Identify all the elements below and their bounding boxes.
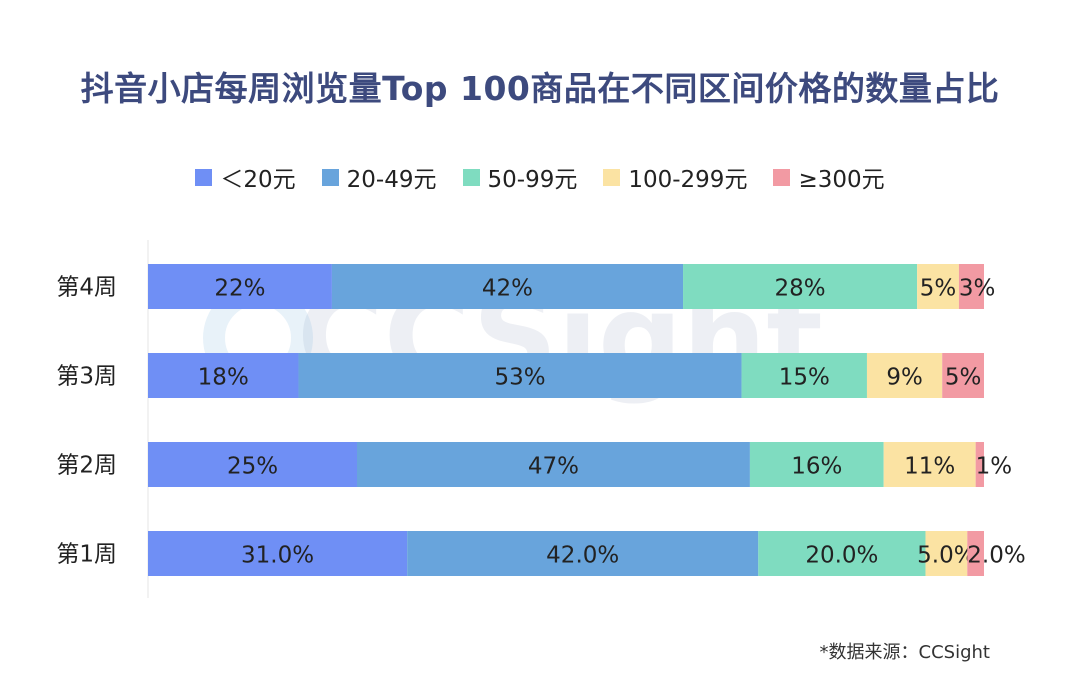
data-label: 5.0% — [917, 543, 975, 569]
data-label: 42.0% — [546, 543, 619, 569]
legend-item-3: 100-299元 — [603, 160, 747, 194]
bar-segment — [148, 264, 332, 309]
bar-segment — [925, 531, 968, 576]
data-label: 5% — [945, 365, 982, 391]
legend-swatch — [773, 168, 791, 186]
category-label: 第2周 — [56, 453, 117, 479]
source-note: *数据来源：CCSight — [819, 642, 990, 663]
bar-segment — [298, 353, 742, 398]
chart-legend: ＜20元 20-49元 50-99元 100-299元 ≥300元 — [0, 160, 1080, 194]
bar-segment — [148, 531, 408, 576]
data-label: 53% — [494, 365, 545, 391]
data-label: 11% — [904, 454, 955, 480]
legend-swatch — [321, 168, 339, 186]
data-label: 47% — [528, 454, 579, 480]
bar-segment — [975, 442, 984, 487]
legend-label: 100-299元 — [628, 167, 748, 193]
data-label: 3% — [959, 276, 996, 302]
legend-swatch — [603, 168, 621, 186]
data-label: 5% — [920, 276, 957, 302]
bar-segment — [866, 353, 943, 398]
bar-segment — [758, 531, 926, 576]
bar-segment — [148, 353, 299, 398]
legend-item-1: 20-49元 — [321, 160, 437, 194]
bar-segment — [749, 442, 884, 487]
legend-swatch — [195, 168, 213, 186]
data-label: 22% — [214, 276, 265, 302]
bar-segment — [357, 442, 750, 487]
bar-segment — [958, 264, 984, 309]
legend-label: ＜20元 — [220, 167, 296, 193]
legend-item-4: ≥300元 — [773, 160, 885, 194]
bar-segment — [917, 264, 959, 309]
category-label: 第3周 — [56, 364, 117, 390]
bar-segment — [148, 442, 357, 487]
bar-segment — [683, 264, 918, 309]
bar-segment — [883, 442, 976, 487]
data-label: 9% — [886, 365, 923, 391]
bar-segment — [407, 531, 759, 576]
bar-segment — [331, 264, 684, 309]
data-label: 15% — [779, 365, 830, 391]
data-label: 31.0% — [241, 543, 314, 569]
data-label: 25% — [227, 454, 278, 480]
legend-label: ≥300元 — [798, 167, 885, 193]
bar-segment — [741, 353, 867, 398]
data-label: 1% — [976, 454, 1013, 480]
legend-item-2: 50-99元 — [462, 160, 578, 194]
data-label: 42% — [482, 276, 533, 302]
data-label: 2.0% — [967, 543, 1025, 569]
category-label: 第1周 — [56, 542, 117, 568]
bar-segment — [967, 531, 984, 576]
legend-label: 20-49元 — [346, 167, 437, 193]
legend-label: 50-99元 — [487, 167, 578, 193]
category-label: 第4周 — [56, 275, 117, 301]
data-label: 16% — [791, 454, 842, 480]
data-label: 20.0% — [805, 543, 878, 569]
data-label: 28% — [775, 276, 826, 302]
chart-title: 抖音小店每周浏览量Top 100商品在不同区间价格的数量占比 — [80, 69, 1000, 108]
legend-item-0: ＜20元 — [195, 160, 296, 194]
data-label: 18% — [198, 365, 249, 391]
legend-swatch — [462, 168, 480, 186]
bar-segment — [942, 353, 984, 398]
